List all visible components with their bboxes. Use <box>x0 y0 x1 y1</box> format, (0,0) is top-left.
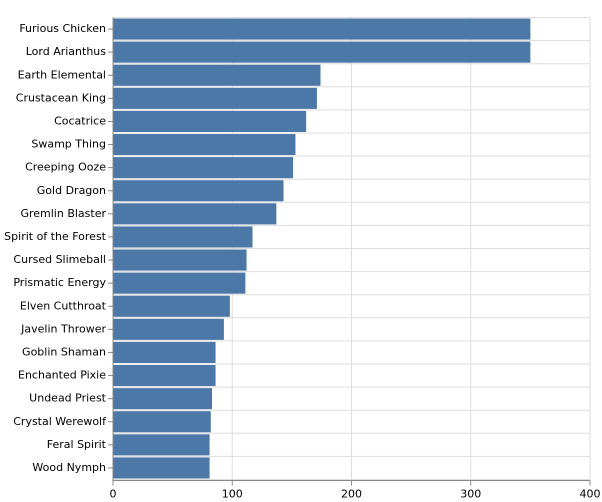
bar <box>113 226 253 248</box>
y-tick-label: Feral Spirit <box>47 438 107 451</box>
y-tick-label: Furious Chicken <box>19 22 106 35</box>
y-tick-label: Javelin Thrower <box>20 322 106 335</box>
bar <box>113 272 246 294</box>
bar <box>113 18 531 40</box>
y-tick-label: Spirit of the Forest <box>4 230 107 243</box>
bar <box>113 249 247 271</box>
x-tick-label: 0 <box>110 488 117 501</box>
y-tick-label: Cursed Slimeball <box>13 253 106 266</box>
bar <box>113 203 277 225</box>
bar <box>113 365 216 387</box>
y-tick-label: Crystal Werewolf <box>13 415 107 428</box>
y-tick-label: Undead Priest <box>29 392 107 405</box>
bar <box>113 64 321 86</box>
y-tick-label: Gold Dragon <box>37 184 106 197</box>
x-tick-label: 100 <box>222 488 243 501</box>
bar <box>113 87 317 109</box>
bar <box>113 180 284 202</box>
bar <box>113 341 216 363</box>
x-tick-label: 200 <box>341 488 362 501</box>
bar <box>113 157 294 179</box>
bar <box>113 41 531 63</box>
y-tick-label: Elven Cutthroat <box>20 299 107 312</box>
bar <box>113 457 210 479</box>
y-tick-label: Gremlin Blaster <box>20 207 106 220</box>
y-tick-label: Enchanted Pixie <box>18 369 106 382</box>
y-tick-label: Cocatrice <box>54 114 106 127</box>
y-tick-label: Creeping Ooze <box>25 161 106 174</box>
x-tick-label: 300 <box>460 488 481 501</box>
bar <box>113 295 230 317</box>
bar <box>113 110 307 132</box>
bar <box>113 134 296 156</box>
bar <box>113 388 212 410</box>
bar <box>113 411 211 433</box>
y-tick-label: Crustacean King <box>16 91 106 104</box>
y-tick-label: Wood Nymph <box>32 461 106 474</box>
y-tick-label: Goblin Shaman <box>22 345 106 358</box>
y-tick-label: Prismatic Energy <box>13 276 106 289</box>
y-tick-label: Lord Arianthus <box>26 45 107 58</box>
bar <box>113 318 224 340</box>
x-tick-label: 400 <box>580 488 601 501</box>
y-tick-label: Earth Elemental <box>18 68 106 81</box>
y-tick-label: Swamp Thing <box>31 138 106 151</box>
bar <box>113 434 210 456</box>
